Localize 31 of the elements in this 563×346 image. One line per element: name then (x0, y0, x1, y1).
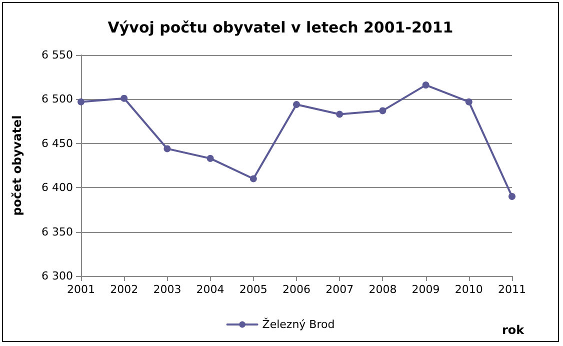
point (465, 98, 472, 106)
x-tick-label: 2007 (326, 283, 354, 296)
y-axis-title: počet obyvatel (10, 115, 24, 216)
x-tick-label: 2006 (282, 283, 310, 296)
x-tick-label: 2004 (196, 283, 224, 296)
y-tick-label: 6 500 (42, 92, 73, 106)
point (293, 101, 300, 108)
x-axis-title: rok (502, 323, 526, 337)
point (120, 94, 128, 102)
x-tick-label: 2011 (498, 283, 526, 296)
x-tick-label: 2010 (454, 283, 483, 296)
point (164, 145, 171, 152)
x-tick-label: 2002 (110, 283, 138, 296)
x-tick-label: 2001 (67, 283, 95, 296)
point (508, 192, 516, 200)
x-tick-label: 2003 (153, 283, 182, 296)
point (336, 110, 344, 118)
x-tick-label: 2009 (412, 283, 440, 296)
x-tick-label: 2005 (239, 283, 268, 296)
y-tick-label: 6 350 (42, 225, 73, 238)
point (250, 175, 257, 182)
point (379, 107, 386, 114)
y-tick-label: 6 450 (42, 136, 73, 150)
chart-title: Vývoj počtu obyvatel v letech 2001-2011 (108, 18, 454, 36)
y-tick-label: 6 300 (42, 270, 73, 282)
y-tick-label: 6 400 (42, 181, 73, 194)
point (422, 82, 430, 89)
x-tick-label: 2008 (368, 283, 397, 296)
point (206, 154, 214, 162)
legend-label: Železný Brod (262, 317, 335, 331)
y-tick-label: 6 550 (42, 48, 73, 62)
